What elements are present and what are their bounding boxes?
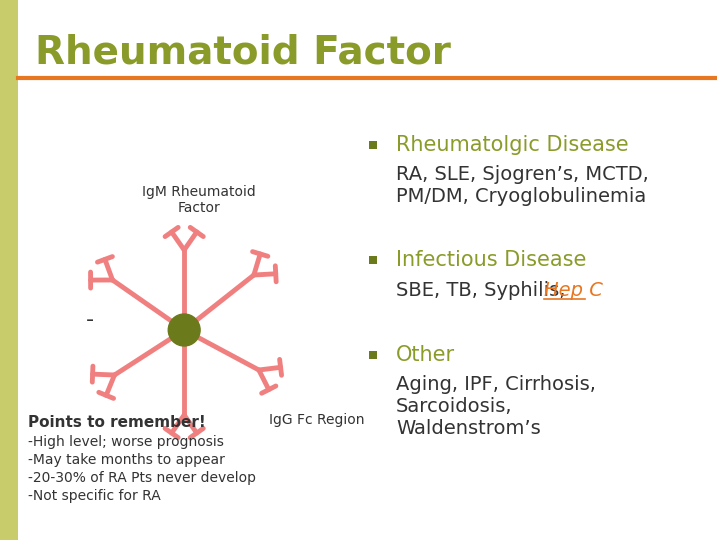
Text: -20-30% of RA Pts never develop: -20-30% of RA Pts never develop (28, 471, 256, 485)
Text: SBE, TB, Syphilis,: SBE, TB, Syphilis, (396, 280, 572, 300)
Text: -May take months to appear: -May take months to appear (28, 453, 225, 467)
Text: PM/DM, Cryoglobulinemia: PM/DM, Cryoglobulinemia (396, 187, 647, 206)
Circle shape (168, 314, 200, 346)
Text: RA, SLE, Sjogren’s, MCTD,: RA, SLE, Sjogren’s, MCTD, (396, 165, 649, 185)
Text: Rheumatolgic Disease: Rheumatolgic Disease (396, 135, 629, 155)
Text: Sarcoidosis,: Sarcoidosis, (396, 397, 513, 416)
Text: IgM Rheumatoid
Factor: IgM Rheumatoid Factor (143, 185, 256, 215)
Bar (369, 256, 377, 264)
Text: Rheumatoid Factor: Rheumatoid Factor (35, 33, 451, 71)
Text: IgG Fc Region: IgG Fc Region (269, 413, 364, 427)
Text: -High level; worse prognosis: -High level; worse prognosis (28, 435, 224, 449)
Text: Infectious Disease: Infectious Disease (396, 250, 587, 270)
Text: -: - (86, 310, 94, 330)
Bar (369, 141, 377, 149)
Text: Aging, IPF, Cirrhosis,: Aging, IPF, Cirrhosis, (396, 375, 596, 395)
Text: Other: Other (396, 345, 455, 365)
Text: -Not specific for RA: -Not specific for RA (28, 489, 161, 503)
Text: Points to remember!: Points to remember! (28, 415, 206, 430)
Text: Hep C: Hep C (544, 280, 603, 300)
Bar (369, 351, 377, 359)
Bar (0, 0, 18, 540)
Text: Waldenstrom’s: Waldenstrom’s (396, 420, 541, 438)
